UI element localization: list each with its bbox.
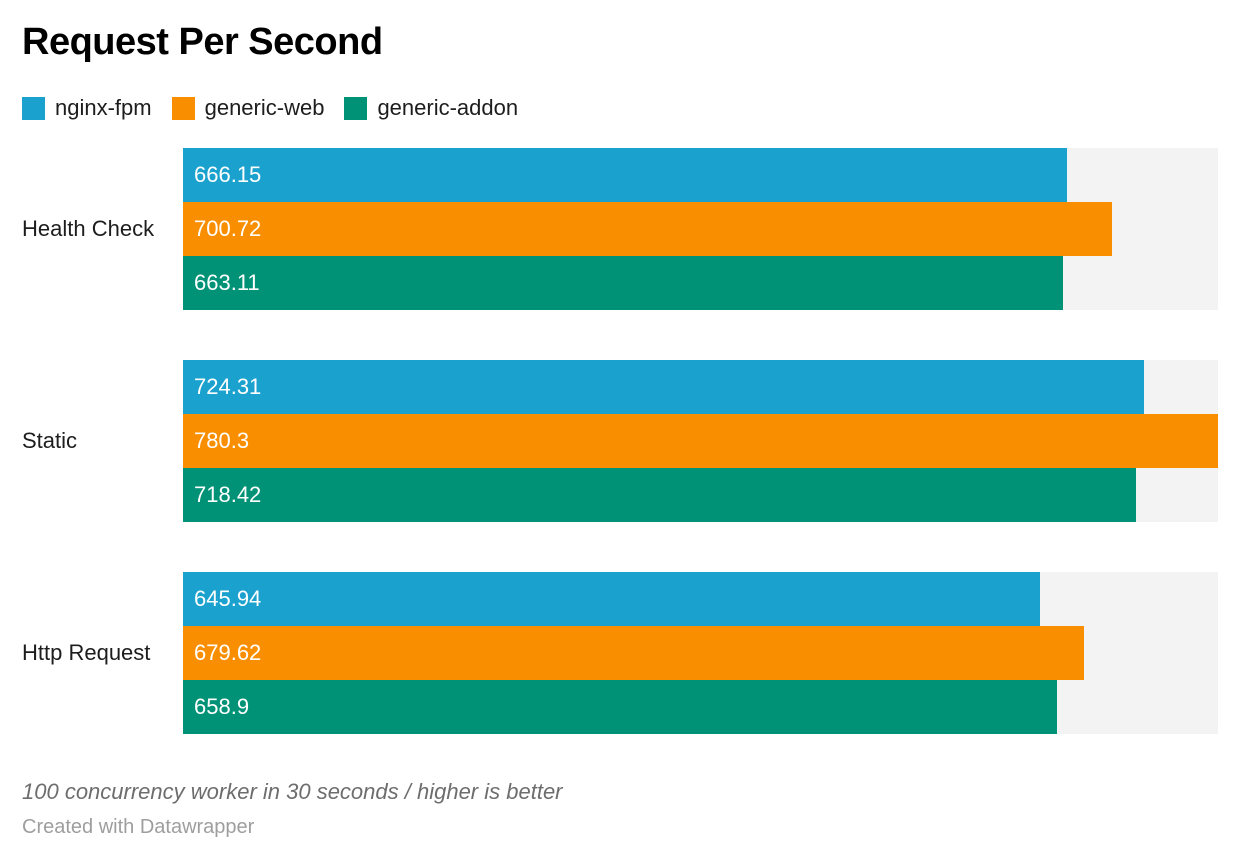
bar-group-static: Static 724.31 780.3 718.42 — [22, 360, 1218, 522]
bar-track: 645.94 — [183, 572, 1218, 626]
legend: nginx-fpm generic-web generic-addon — [22, 96, 1218, 120]
bar-track: 663.11 — [183, 256, 1218, 310]
category-label: Health Check — [22, 216, 155, 241]
chart-note: 100 concurrency worker in 30 seconds / h… — [22, 779, 563, 804]
attribution: Created with Datawrapper — [22, 816, 255, 838]
bar-track: 718.42 — [183, 468, 1218, 522]
chart-container: Request Per Second nginx-fpm generic-web… — [22, 21, 1218, 838]
legend-swatch-nginx-fpm — [22, 96, 45, 120]
bar-health-check-generic-web[interactable]: 700.72 — [183, 202, 1113, 256]
bar-track: 780.3 — [183, 414, 1218, 468]
bar-static-generic-web[interactable]: 780.3 — [183, 414, 1218, 468]
bar-group-health-check: Health Check 666.15 700.72 663.11 — [22, 148, 1218, 310]
legend-label: nginx-fpm — [55, 95, 152, 120]
legend-item-nginx-fpm: nginx-fpm — [22, 96, 152, 120]
bar-http-request-generic-addon[interactable]: 658.9 — [183, 680, 1057, 734]
bar-health-check-generic-addon[interactable]: 663.11 — [183, 256, 1063, 310]
bar-health-check-nginx-fpm[interactable]: 666.15 — [183, 148, 1067, 202]
bar-group-http-request: Http Request 645.94 679.62 658.9 — [22, 572, 1218, 734]
legend-item-generic-addon: generic-addon — [344, 96, 518, 120]
bar-stack: 645.94 679.62 658.9 — [183, 572, 1218, 734]
bar-value-label: 718.42 — [194, 482, 262, 507]
bar-track: 679.62 — [183, 626, 1218, 680]
bar-http-request-generic-web[interactable]: 679.62 — [183, 626, 1085, 680]
legend-label: generic-addon — [377, 95, 519, 120]
category-label: Http Request — [22, 640, 151, 665]
category-label: Static — [22, 428, 78, 453]
legend-item-generic-web: generic-web — [171, 95, 325, 120]
legend-swatch-generic-addon — [344, 96, 368, 120]
bar-static-generic-addon[interactable]: 718.42 — [183, 468, 1136, 522]
bar-value-label: 663.11 — [194, 270, 260, 295]
bar-chart: Health Check 666.15 700.72 663.11 — [22, 148, 1218, 734]
bar-value-label: 666.15 — [194, 162, 262, 187]
bar-value-label: 700.72 — [194, 216, 262, 241]
bar-stack: 666.15 700.72 663.11 — [183, 148, 1218, 310]
legend-label: generic-web — [204, 95, 325, 120]
bar-stack: 724.31 780.3 718.42 — [183, 360, 1218, 522]
bar-value-label: 679.62 — [194, 640, 262, 665]
bar-value-label: 724.31 — [194, 374, 262, 399]
chart-title: Request Per Second — [22, 21, 383, 63]
bar-track: 666.15 — [183, 148, 1218, 202]
bar-value-label: 658.9 — [194, 694, 250, 719]
legend-swatch-generic-web — [171, 96, 195, 120]
bar-track: 700.72 — [183, 202, 1218, 256]
bar-static-nginx-fpm[interactable]: 724.31 — [183, 360, 1144, 414]
bar-value-label: 780.3 — [194, 428, 250, 453]
bar-track: 724.31 — [183, 360, 1218, 414]
bar-http-request-nginx-fpm[interactable]: 645.94 — [183, 572, 1040, 626]
bar-value-label: 645.94 — [194, 586, 262, 611]
bar-track: 658.9 — [183, 680, 1218, 734]
